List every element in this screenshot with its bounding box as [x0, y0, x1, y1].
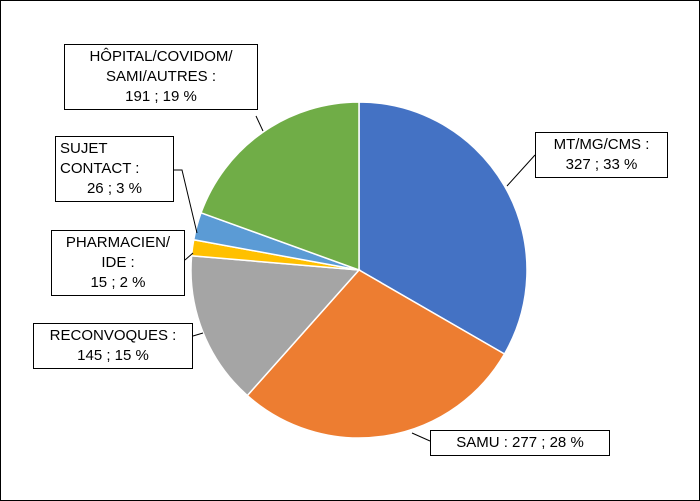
leader-line-hopital-covidom [255, 115, 264, 132]
leader-line-samu [411, 432, 431, 442]
leader-line-pharmacien-ide [184, 252, 194, 261]
label-hopital-covidom: HÔPITAL/COVIDOM/ SAMI/AUTRES : 191 ; 19 … [64, 44, 258, 110]
leader-lines [174, 115, 536, 442]
label-reconvoques: RECONVOQUES : 145 ; 15 % [33, 323, 193, 369]
leader-line-mt-mg-cms [506, 154, 536, 187]
pie-slices [190, 101, 528, 439]
pie-slice-hopital-covidom [200, 101, 360, 272]
label-samu: SAMU : 277 ; 28 % [430, 430, 610, 456]
leader-line-sujet-contact [174, 169, 198, 234]
label-pharmacien-ide: PHARMACIEN/ IDE : 15 ; 2 % [51, 230, 185, 296]
pie-slice-mt-mg-cms [358, 101, 528, 356]
label-mt-mg-cms: MT/MG/CMS : 327 ; 33 % [535, 132, 668, 178]
pie-slice-samu [246, 269, 506, 439]
label-sujet-contact: SUJET CONTACT : 26 ; 3 % [55, 136, 174, 202]
leader-line-reconvoques [192, 332, 204, 337]
pie-slice-reconvoques [190, 254, 361, 397]
